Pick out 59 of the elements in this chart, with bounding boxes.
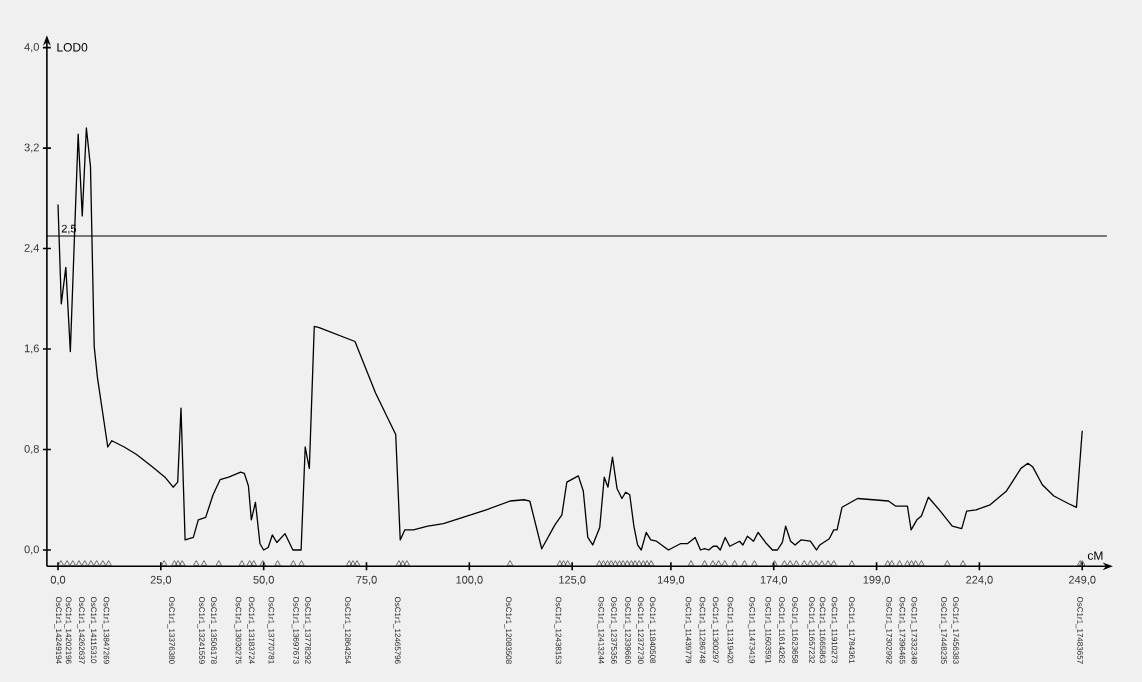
text: OsC1r1_11286748 [698, 596, 706, 664]
text: OsC1r1_13778292 [303, 596, 311, 664]
y-tick-label: 0,0 [24, 545, 39, 555]
text: OsC1r1_11623658 [790, 596, 798, 664]
y-tick-label: 1,6 [24, 344, 39, 354]
text: OsC1r1_13847269 [102, 596, 110, 664]
text: OsC1r1_11439779 [684, 596, 692, 664]
text: OsC1r1_12372730 [636, 596, 644, 664]
x-tick-label: 125,0 [559, 575, 586, 585]
text: OsC1r1_12438153 [554, 596, 562, 664]
text: OsC1r1_12375356 [609, 596, 617, 664]
text: OsC1r1_13376380 [167, 596, 175, 664]
x-tick-label: 149,0 [657, 575, 685, 585]
text: OsC1r1_13030275 [234, 596, 242, 664]
y-tick-label: 0,8 [24, 444, 39, 455]
text: OsC1r1_12413244 [596, 596, 605, 664]
text: OsC1r1_11300297 [711, 596, 719, 664]
x-tick-label: 199,0 [863, 575, 890, 585]
text: OsC1r1_17448235 [939, 596, 947, 664]
text: OsC1r1_12083508 [504, 596, 512, 664]
text: OsC1r1_11840508 [648, 596, 656, 664]
text: OsC1r1_11657232 [807, 596, 815, 664]
x-axis-title: cM [1087, 551, 1103, 560]
text: OsC1r1_17456383 [951, 596, 959, 664]
text: OsC1r1_11665863 [818, 596, 826, 664]
text: OsC1r1_13770781 [267, 596, 275, 664]
text: OsC1r1_17483657 [1075, 596, 1083, 664]
text: OsC1r1_13241559 [197, 596, 205, 664]
text: OsC1r1_17302992 [884, 596, 893, 664]
text: OsC1r1_13697673 [291, 596, 299, 664]
text: OsC1r1_11319420 [726, 596, 734, 664]
text: OsC1r1_13183724 [247, 596, 255, 664]
x-tick-label: 224,0 [966, 575, 993, 585]
y-tick-label: 2,4 [24, 244, 40, 254]
x-tick-label: 75,0 [356, 575, 377, 585]
text: OsC1r1_17396465 [898, 596, 906, 664]
text: OsC1r1_12465796 [393, 596, 401, 664]
x-tick-label: 25,0 [150, 575, 172, 585]
y-axis-title: LOD0 [57, 43, 88, 52]
text: OsC1r1_17332348 [910, 596, 918, 664]
text: OsC1r1_14249194 [54, 596, 62, 664]
text: OsC1r1_11910273 [830, 596, 838, 664]
text: OsC1r1_11784361 [847, 596, 855, 664]
text: OsC1r1_11473419 [747, 596, 756, 664]
text: OsC1r1_11614262 [777, 596, 785, 664]
x-tick-label: 174,0 [760, 575, 788, 585]
x-tick-label: 50,0 [253, 575, 274, 585]
y-tick-label: 3,2 [24, 143, 39, 153]
y-tick-label: 4,0 [24, 43, 39, 53]
text: OsC1r1_11603591 [763, 596, 772, 664]
x-tick-label: 0,0 [50, 575, 66, 585]
text: OsC1r1_14262637 [77, 596, 85, 664]
x-tick-label: 100,0 [456, 575, 483, 585]
text: OsC1r1_14115310 [89, 596, 97, 664]
x-tick-label: 249,0 [1069, 575, 1096, 585]
text: OsC1r1_14202196 [64, 596, 72, 664]
text: OsC1r1_12864254 [343, 596, 351, 664]
text: OsC1r1_12339660 [623, 596, 631, 664]
text: OsC1r1_13506178 [209, 596, 217, 664]
